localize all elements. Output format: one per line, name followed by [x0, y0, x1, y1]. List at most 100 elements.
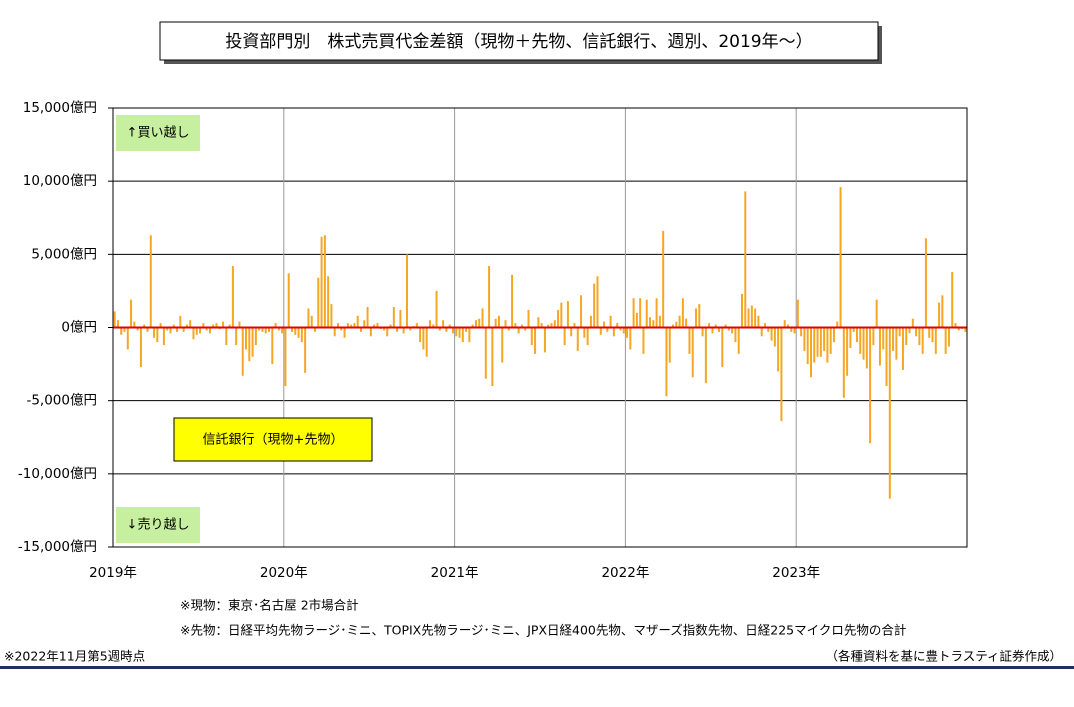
- bar: [116, 320, 119, 328]
- bar: [655, 298, 658, 328]
- bar: [215, 323, 218, 328]
- note: ※現物：東京･名古屋 2市場合計: [180, 598, 359, 613]
- bar: [478, 318, 481, 328]
- bar: [596, 276, 599, 328]
- bar: [297, 327, 300, 338]
- bar: [931, 327, 934, 343]
- annotation: ↓売り越し: [127, 517, 190, 533]
- bar: [721, 327, 724, 368]
- bar: [507, 327, 510, 331]
- bar: [258, 327, 261, 331]
- bar: [763, 323, 766, 328]
- bar: [941, 295, 944, 328]
- bar: [928, 327, 931, 338]
- y-tick-label: -10,000億円: [18, 466, 97, 482]
- bar: [566, 301, 569, 328]
- bar: [514, 323, 517, 328]
- bar: [609, 315, 612, 328]
- bar: [875, 299, 878, 328]
- legend-box: [173, 417, 373, 462]
- bar: [649, 317, 652, 328]
- bar: [212, 324, 215, 328]
- bar: [402, 327, 405, 334]
- bar: [882, 327, 885, 350]
- bar: [731, 327, 734, 334]
- bar: [419, 327, 422, 343]
- bar: [924, 238, 927, 328]
- bar: [340, 327, 343, 331]
- bar: [156, 327, 159, 343]
- bar: [862, 327, 865, 360]
- bar: [905, 327, 908, 346]
- bar: [849, 327, 852, 348]
- bar: [537, 317, 540, 328]
- bar: [685, 318, 688, 328]
- bar: [396, 327, 399, 332]
- bar: [373, 324, 376, 328]
- bar: [750, 305, 753, 328]
- bar: [921, 327, 924, 354]
- bar: [524, 327, 527, 331]
- bar: [675, 321, 678, 328]
- bar: [162, 327, 165, 346]
- bar: [241, 327, 244, 376]
- bar: [688, 327, 691, 354]
- bar: [422, 327, 425, 350]
- bar: [159, 323, 162, 328]
- bar: [356, 315, 359, 328]
- bar: [409, 327, 412, 331]
- bar: [589, 315, 592, 328]
- bar: [520, 324, 523, 328]
- bar: [202, 323, 205, 328]
- bar: [304, 327, 307, 373]
- bar: [872, 327, 875, 346]
- bar: [238, 321, 241, 328]
- bar: [481, 308, 484, 328]
- bar: [681, 298, 684, 328]
- bar: [264, 327, 267, 334]
- bar: [330, 304, 333, 328]
- bar: [123, 327, 126, 332]
- bar: [146, 327, 149, 332]
- bar: [642, 327, 645, 354]
- bar: [665, 327, 668, 397]
- bar: [737, 327, 740, 354]
- y-tick-label: -15,000億円: [18, 539, 97, 555]
- bar: [563, 327, 566, 346]
- bar: [658, 315, 661, 328]
- bar: [484, 327, 487, 379]
- bar: [491, 327, 494, 387]
- bar: [222, 321, 225, 328]
- bar: [287, 273, 290, 328]
- bar: [780, 327, 783, 422]
- bar: [235, 327, 238, 346]
- bar: [540, 323, 543, 328]
- bar: [225, 327, 228, 346]
- bar: [951, 271, 954, 328]
- bar: [701, 327, 704, 337]
- bar: [382, 327, 385, 331]
- bar: [425, 327, 428, 357]
- bar: [310, 315, 313, 328]
- bar: [570, 327, 573, 337]
- bar: [327, 276, 330, 328]
- bar: [231, 266, 234, 328]
- bar: [668, 327, 671, 363]
- bar: [465, 327, 468, 332]
- bar: [839, 187, 842, 328]
- bar: [708, 323, 711, 328]
- bar: [888, 327, 891, 499]
- x-tick-label: 2023年: [772, 565, 820, 581]
- chart-title: 投資部門別 株式売買代金差額（現物＋先物、信託銀行、週別、2019年～）: [225, 32, 812, 52]
- bar: [277, 327, 280, 331]
- bar: [550, 323, 553, 328]
- bar: [271, 327, 274, 365]
- bar: [274, 323, 277, 328]
- bar: [892, 327, 895, 351]
- bar: [547, 324, 550, 328]
- bar: [846, 327, 849, 376]
- bar: [455, 327, 458, 337]
- annotation: ↑買い越し: [127, 126, 190, 141]
- bar: [678, 315, 681, 328]
